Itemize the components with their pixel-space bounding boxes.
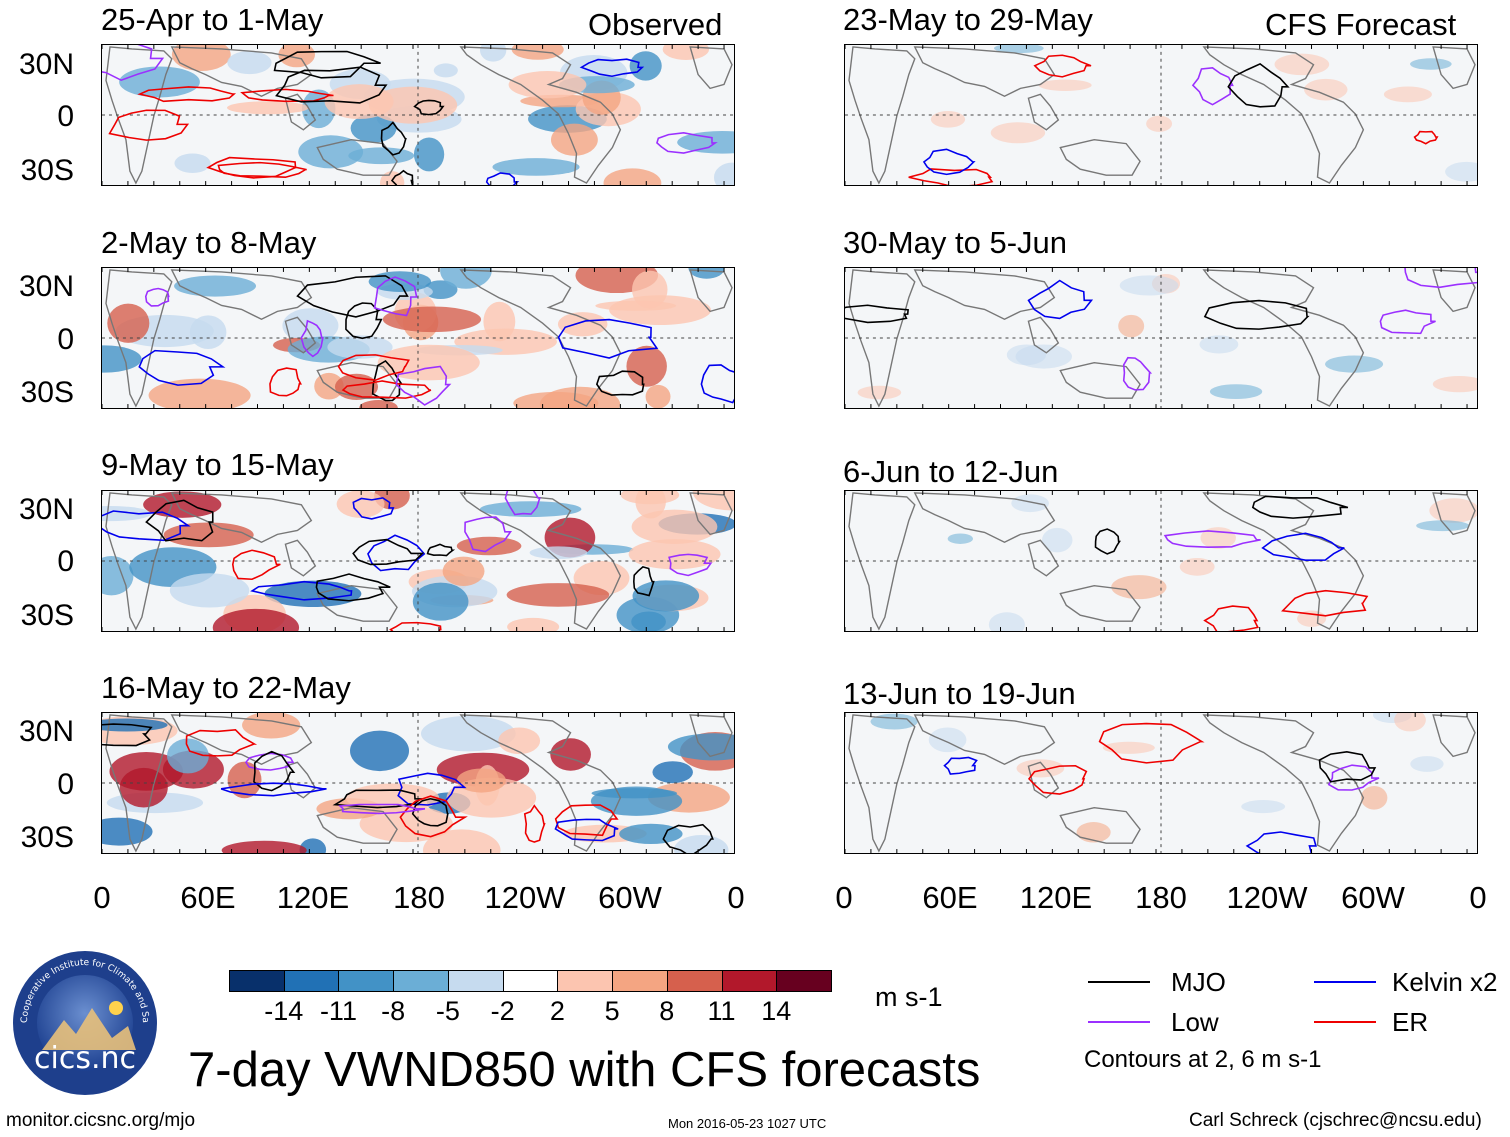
observed-label: Observed <box>588 7 723 42</box>
lat-label: 30N <box>18 715 74 748</box>
colorbar-cell <box>393 970 449 992</box>
colorbar-tick: 2 <box>549 996 565 1026</box>
map-panel-forecast-3 <box>844 490 1478 632</box>
map-panel-observed-1 <box>101 44 735 186</box>
lon-label: 180 <box>1135 880 1187 915</box>
colorbar-tick: -11 <box>319 996 357 1026</box>
lon-label: 0 <box>727 880 745 915</box>
colorbar-cell <box>229 970 285 992</box>
lon-label: 60W <box>1341 880 1405 915</box>
footer-url[interactable]: monitor.cicsnc.org/mjo <box>6 1110 196 1131</box>
colorbar-tick: -5 <box>435 996 460 1026</box>
legend-line-kelvin <box>1314 981 1376 983</box>
colorbar-cell <box>338 970 395 992</box>
colorbar-tick: -8 <box>381 996 406 1026</box>
map-panel-forecast-4 <box>844 712 1478 854</box>
colorbar-tick: 11 <box>707 996 736 1026</box>
colorbar-cell <box>666 970 723 992</box>
map-panel-observed-4 <box>101 712 735 854</box>
legend-line-er <box>1314 1021 1376 1023</box>
lat-label: 30S <box>20 376 74 409</box>
colorbar-cell <box>721 970 778 992</box>
lon-label: 0 <box>1469 880 1487 915</box>
legend-line-mjo <box>1088 981 1150 983</box>
lat-label: 0 <box>57 323 74 356</box>
lat-label: 30N <box>18 493 74 526</box>
lon-label: 120E <box>276 880 350 915</box>
map-panel-observed-3 <box>101 490 735 632</box>
panel-title: 16-May to 22-May <box>101 670 351 705</box>
colorbar-units: m s-1 <box>875 982 943 1012</box>
panel-title: 6-Jun to 12-Jun <box>843 454 1059 489</box>
colorbar-tick: 14 <box>761 996 792 1026</box>
lat-label: 30N <box>18 270 74 303</box>
forecast-label: CFS Forecast <box>1265 7 1457 42</box>
panel-title: 30-May to 5-Jun <box>843 225 1067 260</box>
footer-timestamp: Mon 2016-05-23 1027 UTC <box>668 1116 827 1131</box>
lat-label: 30S <box>20 599 74 632</box>
colorbar-tick: -2 <box>490 996 515 1026</box>
lon-label: 60E <box>180 880 236 915</box>
lon-label: 0 <box>93 880 111 915</box>
lat-label: 30N <box>18 48 74 81</box>
main-title: 7-day VWND850 with CFS forecasts <box>188 1043 981 1097</box>
panel-title: 13-Jun to 19-Jun <box>843 676 1076 711</box>
lon-label: 120E <box>1019 880 1093 915</box>
legend-line-low <box>1088 1021 1150 1023</box>
legend-label-low: Low <box>1171 1007 1219 1037</box>
lat-label: 0 <box>57 545 74 578</box>
colorbar-cell <box>447 970 504 992</box>
lat-label: 30S <box>20 821 74 854</box>
lon-label: 0 <box>835 880 853 915</box>
legend-label-kelvin: Kelvin x2 <box>1392 967 1498 997</box>
lon-label: 120W <box>484 880 566 915</box>
legend-note: Contours at 2, 6 m s-1 <box>1084 1046 1322 1073</box>
footer-author: Carl Schreck (cjschrec@ncsu.edu) <box>1189 1110 1482 1131</box>
lon-label: 180 <box>393 880 445 915</box>
lon-label: 60E <box>922 880 978 915</box>
colorbar-tick: -14 <box>264 996 304 1026</box>
colorbar-cell <box>776 970 832 992</box>
map-panel-forecast-2 <box>844 267 1478 409</box>
logo-text: cics.nc <box>34 1041 136 1076</box>
lon-label: 120W <box>1226 880 1308 915</box>
map-panel-observed-2 <box>101 267 735 409</box>
colorbar-cell <box>502 970 559 992</box>
panel-title: 9-May to 15-May <box>101 447 334 482</box>
colorbar-cell <box>612 970 668 992</box>
lat-label: 0 <box>57 768 74 801</box>
lat-label: 0 <box>57 100 74 133</box>
map-panel-forecast-1 <box>844 44 1478 186</box>
colorbar-tick: 8 <box>659 996 675 1026</box>
cics-logo: Cooperative Institute for Climate and Sa… <box>9 943 158 1096</box>
lat-label: 30S <box>20 154 74 187</box>
lon-label: 60W <box>598 880 662 915</box>
panel-title: 2-May to 8-May <box>101 225 317 260</box>
panel-title: 23-May to 29-May <box>843 2 1093 37</box>
legend-label-er: ER <box>1392 1007 1429 1037</box>
panel-title: 25-Apr to 1-May <box>101 2 324 37</box>
colorbar-tick: 5 <box>604 996 620 1026</box>
colorbar-cell <box>283 970 340 992</box>
colorbar-cell <box>557 970 614 992</box>
legend-label-mjo: MJO <box>1171 967 1226 997</box>
